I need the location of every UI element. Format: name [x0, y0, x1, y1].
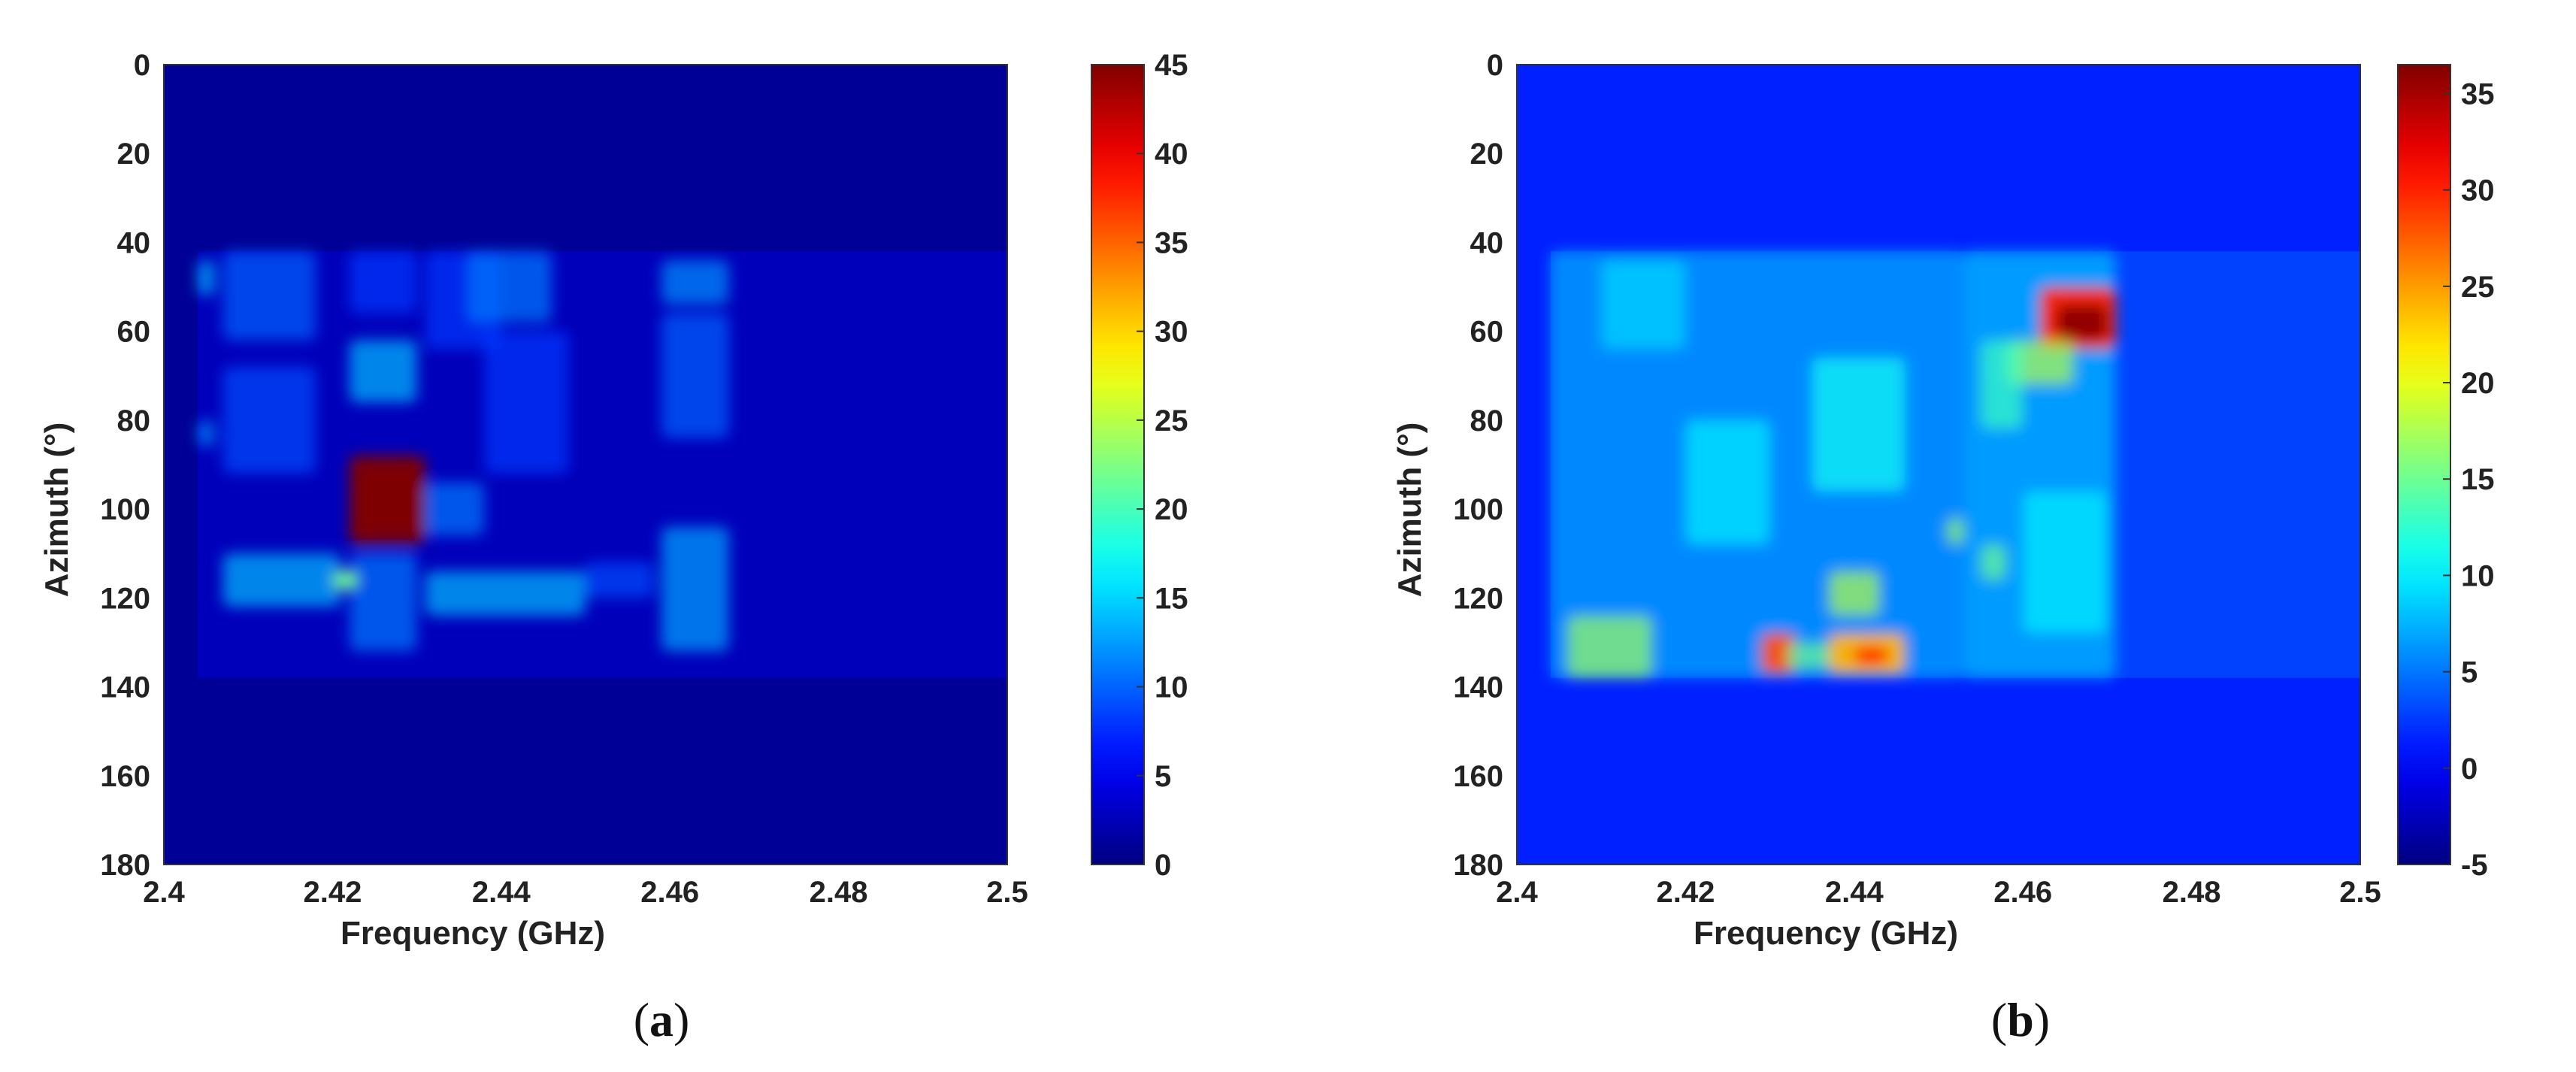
colorbar-tick-label-a: 25 [1155, 404, 1188, 438]
x-tick-label-a: 2.5 [986, 876, 1028, 909]
heatmap-cell-b-9 [1854, 647, 1888, 665]
colorbar-tick-label-b: 5 [2461, 656, 2478, 689]
x-axis-label-a: Frequency (GHz) [341, 915, 605, 952]
y-tick-label-a: 140 [100, 671, 150, 704]
heatmap-cell-a-12 [425, 571, 586, 616]
y-tick-label-b: 160 [1453, 760, 1503, 793]
panel-caption-b: (b) [1991, 993, 2050, 1046]
x-tick-label-a: 2.44 [472, 876, 531, 909]
y-tick-label-a: 80 [117, 404, 151, 438]
y-axis-label-a: Azimuth (°) [38, 422, 75, 598]
plot-frame-a [163, 64, 1008, 865]
colorbar-tick-label-b: 35 [2461, 77, 2495, 111]
heatmap-cell-b-6 [1567, 615, 1652, 678]
colorbar-a [1091, 64, 1145, 865]
y-tick-label-b: 140 [1453, 671, 1503, 704]
heatmap-cell-a-8 [349, 340, 417, 403]
colorbar-tick-label-b: 30 [2461, 174, 2495, 207]
colorbar-tick-label-a: 35 [1155, 226, 1188, 259]
heatmap-cell-b-10 [1787, 642, 1830, 669]
x-axis-label-b: Frequency (GHz) [1694, 915, 1958, 952]
colorbar-tick-label-a: 10 [1155, 671, 1188, 704]
heatmap-cell-a-17 [661, 313, 729, 438]
colorbar-tick-label-b: 25 [2461, 271, 2495, 304]
heatmap-cell-a-7 [349, 251, 417, 314]
heatmap-cell-a-3 [197, 419, 215, 447]
y-tick-label-b: 180 [1453, 849, 1503, 882]
colorbar-tick-label-a: 45 [1155, 49, 1188, 82]
y-tick-label-a: 180 [100, 849, 150, 882]
y-tick-label-a: 0 [134, 49, 150, 82]
y-tick-label-a: 160 [100, 760, 150, 793]
heatmap-cell-b-7 [1761, 633, 1796, 674]
colorbar-tick-label-a: 0 [1155, 849, 1171, 882]
heatmap-cell-a-16 [661, 260, 729, 305]
colorbar-tick-label-b: -5 [2461, 849, 2488, 882]
x-tick-label-a: 2.42 [303, 876, 362, 909]
panel-caption-a: (a) [634, 993, 690, 1046]
heatmap-cell-a-11 [425, 482, 485, 536]
y-tick-label-b: 0 [1487, 49, 1503, 82]
heatmap-cell-b-16 [1981, 544, 2006, 580]
heatmap-cell-b-3 [2057, 304, 2108, 341]
x-tick-label-b: 2.5 [2339, 876, 2381, 909]
colorbar-tick-label-b: 15 [2461, 463, 2495, 496]
colorbar-tick-label-b: 10 [2461, 559, 2495, 592]
heatmap-cell-a-9 [349, 553, 417, 652]
heatmap-cell-b-14 [1685, 419, 1770, 545]
colorbar-tick-label-b: 20 [2461, 367, 2495, 400]
heatmap-cell-b-15 [1947, 517, 1964, 545]
heatmap-cell-b-5 [1981, 340, 2024, 429]
y-tick-label-a: 60 [117, 316, 151, 349]
x-tick-label-b: 2.4 [1496, 876, 1538, 909]
heatmap-cell-a-19 [332, 571, 359, 589]
heatmap-cell-a-14 [484, 331, 569, 474]
colorbar-tick-label-a: 5 [1155, 760, 1171, 793]
x-tick-label-b: 2.44 [1825, 876, 1884, 909]
y-tick-label-a: 120 [100, 582, 150, 615]
x-tick-label-a: 2.4 [143, 876, 185, 909]
y-tick-label-b: 40 [1470, 226, 1504, 259]
colorbar-tick-label-a: 20 [1155, 493, 1188, 526]
y-tick-label-b: 120 [1453, 582, 1503, 615]
x-tick-label-b: 2.46 [1993, 876, 2052, 909]
plot-frame-b [1516, 64, 2361, 865]
colorbar-tick-label-a: 15 [1155, 582, 1188, 615]
y-tick-label-b: 80 [1470, 404, 1504, 438]
y-tick-label-a: 20 [117, 138, 151, 171]
y-tick-label-a: 100 [100, 493, 150, 526]
y-tick-label-b: 20 [1470, 138, 1504, 171]
heatmap-cell-a-15 [586, 562, 653, 598]
heatmap-cell-b-17 [2023, 491, 2108, 634]
heatmap-cell-a-2 [197, 260, 215, 296]
heatmap-cell-a-13 [467, 251, 552, 323]
y-tick-label-b: 60 [1470, 316, 1504, 349]
heatmap-active-band-a [197, 251, 1007, 678]
y-axis-label-b: Azimuth (°) [1391, 422, 1428, 598]
x-tick-label-b: 2.48 [2163, 876, 2221, 909]
heatmap-cell-a-1 [358, 473, 417, 527]
y-tick-label-b: 100 [1453, 493, 1503, 526]
heatmap-cell-a-6 [222, 553, 341, 607]
colorbar-b [2397, 64, 2451, 865]
heatmap-cell-a-4 [222, 251, 316, 341]
colorbar-tick-label-a: 30 [1155, 316, 1188, 349]
x-tick-label-a: 2.46 [640, 876, 699, 909]
colorbar-tick-label-a: 40 [1155, 138, 1188, 171]
x-tick-label-b: 2.42 [1656, 876, 1715, 909]
heatmap-cell-b-13 [1601, 260, 1686, 350]
heatmap-cell-b-12 [1812, 358, 1906, 492]
heatmap-cell-a-5 [222, 366, 316, 474]
y-tick-label-a: 40 [117, 226, 151, 259]
heatmap-cell-a-18 [661, 526, 729, 652]
x-tick-label-a: 2.48 [810, 876, 868, 909]
colorbar-tick-label-b: 0 [2461, 753, 2478, 786]
heatmap-cell-b-11 [1829, 571, 1880, 616]
